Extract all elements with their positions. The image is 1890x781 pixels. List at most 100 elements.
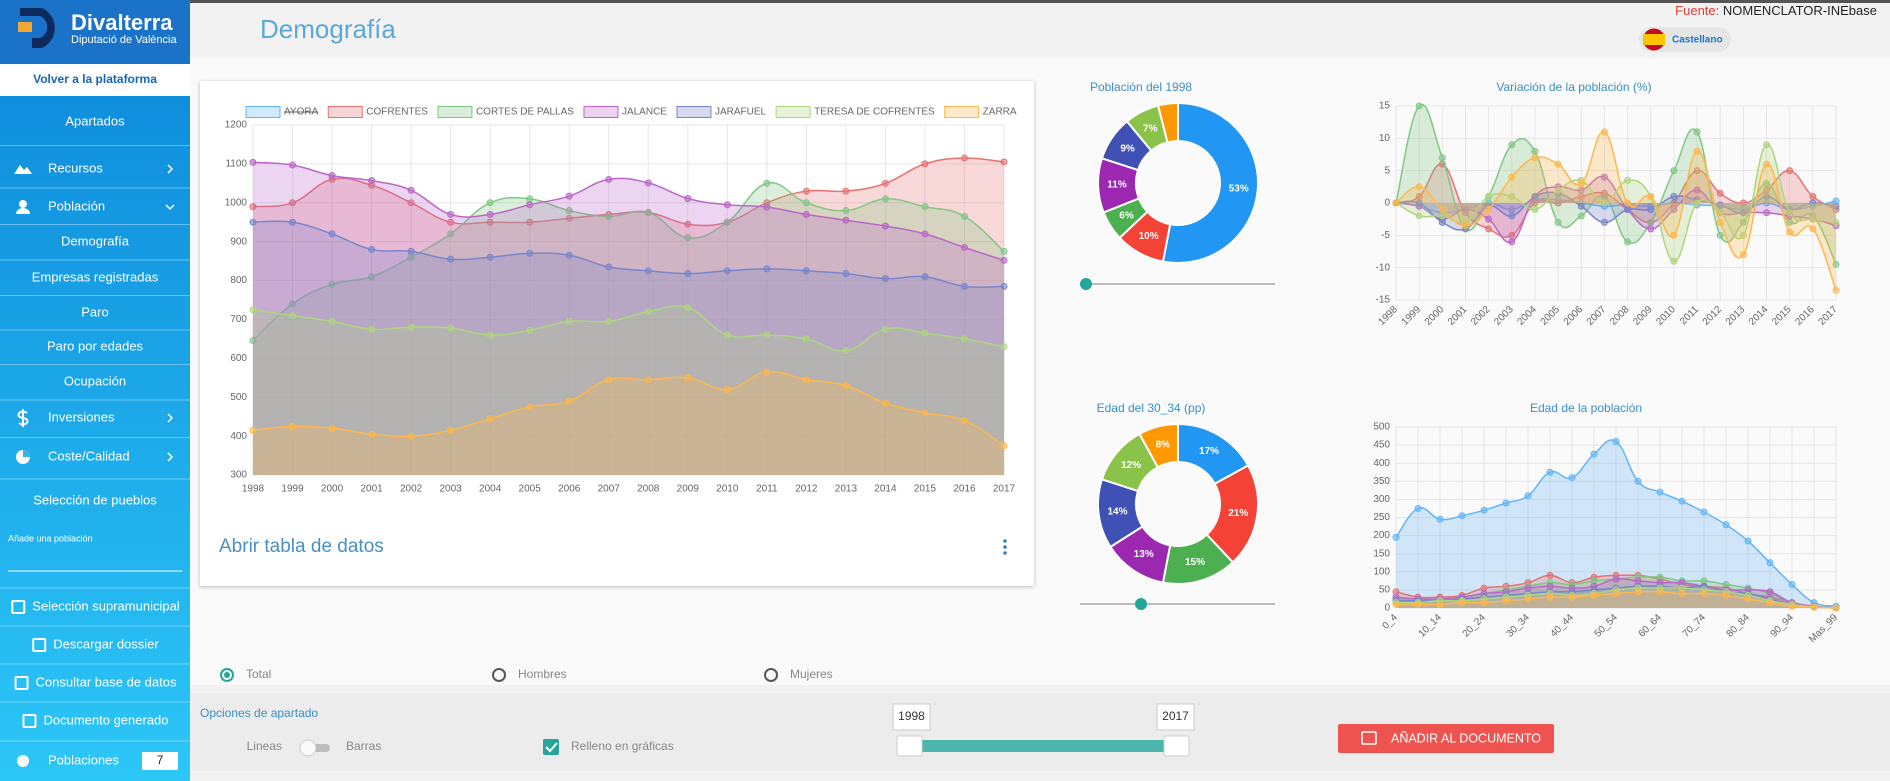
options-bar [190, 693, 1890, 771]
sidebar-item[interactable]: Empresas registradas [32, 269, 159, 284]
donut-segment[interactable] [1161, 101, 1260, 264]
data-table-link[interactable]: Abrir tabla de datos [219, 536, 384, 557]
x-tick-label: 2002 [400, 484, 423, 495]
y-tick-label: -15 [1376, 295, 1391, 306]
chevron [167, 452, 174, 462]
sidebar-item[interactable]: Inversiones [48, 409, 115, 424]
legend-label[interactable]: COFRENTES [366, 107, 428, 118]
language-label[interactable]: Castellano [1672, 35, 1723, 46]
back-link[interactable]: Volver a la plataforma [33, 72, 157, 86]
data-point [881, 399, 889, 407]
data-point [1766, 559, 1774, 567]
checkbox[interactable] [543, 739, 559, 755]
data-point [1763, 180, 1771, 188]
legend-label[interactable]: JALANCE [622, 107, 667, 118]
range-end-box[interactable] [1156, 703, 1195, 731]
legend-swatch[interactable] [676, 106, 712, 118]
data-point [1744, 537, 1752, 545]
data-point [1600, 128, 1608, 136]
chart-card [200, 81, 1034, 586]
data-point [1716, 231, 1724, 239]
sidebar-action[interactable]: Selección supramunicipal [32, 598, 180, 613]
data-point [1554, 199, 1562, 207]
legend-swatch[interactable] [437, 106, 473, 118]
sidebar-item[interactable]: Ocupación [64, 373, 126, 388]
donut-slider-knob[interactable] [1135, 598, 1147, 610]
icon [17, 755, 29, 767]
legend-label[interactable]: TERESA DE COFRENTES [814, 107, 935, 118]
toggle-left-label: Lineas [247, 739, 282, 753]
donut-slider-knob[interactable] [1080, 278, 1092, 290]
sidebar-item[interactable]: Apartados [65, 113, 125, 128]
radio[interactable] [220, 668, 234, 682]
donut-segment[interactable] [1156, 101, 1179, 144]
data-point [1568, 593, 1576, 601]
sidebar-item[interactable]: Recursos [48, 160, 103, 175]
data-point [1612, 575, 1620, 583]
back-button[interactable] [0, 64, 190, 96]
data-point [1508, 193, 1516, 201]
chevron [167, 164, 174, 174]
legend-label[interactable]: CORTES DE PALLAS [476, 107, 574, 118]
range-handle[interactable] [896, 735, 923, 757]
sidebar-item[interactable]: Selección de pueblos [33, 492, 157, 507]
data-point [1763, 209, 1771, 217]
legend-swatch[interactable] [583, 106, 619, 118]
donut-segment[interactable] [1138, 422, 1179, 469]
sidebar-item[interactable]: Paro [81, 304, 108, 319]
sidebar-action[interactable]: Descargar dossier [53, 636, 159, 651]
data-point [1480, 599, 1488, 607]
data-point [1670, 231, 1678, 239]
range-start-box[interactable] [892, 703, 931, 731]
radio-label[interactable]: Mujeres [790, 667, 833, 681]
y-tick-label: 10 [1379, 133, 1391, 144]
radio[interactable] [764, 668, 778, 682]
data-point [1438, 154, 1446, 162]
data-point [1415, 183, 1423, 191]
legend-swatch[interactable] [944, 106, 980, 118]
data-point [1788, 580, 1796, 588]
data-point [1656, 488, 1664, 496]
radio-label[interactable]: Total [246, 667, 271, 681]
data-point [1000, 247, 1008, 255]
icon [19, 200, 27, 208]
data-point [605, 376, 613, 384]
range-track[interactable] [900, 740, 1185, 752]
sidebar-item[interactable]: Demografía [61, 233, 130, 248]
add-document-button[interactable] [1338, 724, 1554, 753]
data-point [289, 161, 297, 169]
sidebar-item[interactable]: Población [48, 198, 105, 213]
data-point [1546, 468, 1554, 476]
sidebar-action[interactable]: Documento generado [43, 712, 168, 727]
x-tick-label: 2001 [360, 484, 383, 495]
data-point [1693, 147, 1701, 155]
toggle-knob[interactable] [299, 739, 317, 757]
data-point [1600, 173, 1608, 181]
menu-dot[interactable] [1003, 551, 1007, 555]
radio-label[interactable]: Hombres [518, 667, 567, 681]
menu-dot[interactable] [1003, 545, 1007, 549]
data-point [1414, 600, 1422, 608]
radio[interactable] [492, 668, 506, 682]
data-point [881, 222, 889, 230]
data-point [1415, 212, 1423, 220]
data-point [249, 158, 257, 166]
y-tick-label: -10 [1376, 262, 1391, 273]
legend-swatch[interactable] [775, 106, 811, 118]
data-point [605, 263, 613, 271]
sidebar-item[interactable]: Coste/Calidad [48, 448, 130, 463]
legend-label[interactable]: ZARRA [983, 107, 1017, 118]
sidebar-action[interactable]: Poblaciones [48, 752, 119, 767]
legend-swatch[interactable] [327, 106, 363, 118]
legend-swatch[interactable] [245, 106, 281, 118]
data-point [1716, 218, 1724, 226]
y-tick-label: -5 [1381, 230, 1390, 241]
range-handle[interactable] [1163, 735, 1190, 757]
menu-dot[interactable] [1003, 539, 1007, 543]
sidebar-item[interactable]: Paro por edades [47, 338, 144, 353]
add-document-label[interactable]: AÑADIR AL DOCUMENTO [1391, 731, 1541, 745]
radio-dot [224, 672, 230, 678]
legend-label[interactable]: JARAFUEL [715, 107, 767, 118]
sidebar-action[interactable]: Consultar base de datos [36, 674, 177, 689]
data-point [1786, 228, 1794, 236]
